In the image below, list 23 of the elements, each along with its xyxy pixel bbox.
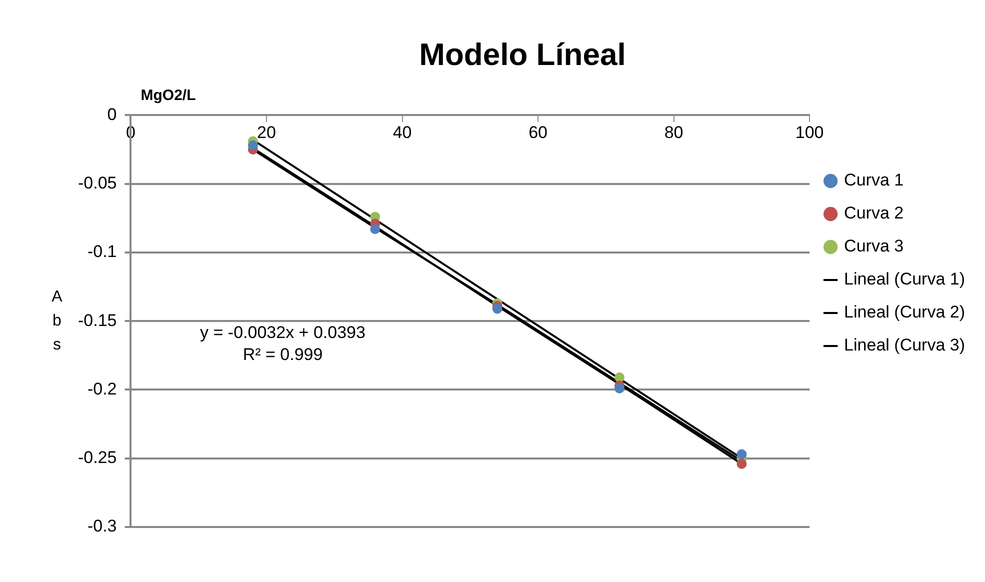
x-axis-title: MgO2/L: [140, 86, 196, 104]
legend-label: Curva 2: [844, 204, 904, 223]
x-tick-label: 80: [664, 123, 684, 142]
annotation: R² = 0.999: [242, 344, 323, 364]
annotation: y = -0.0032x + 0.0393: [200, 322, 366, 342]
x-tick-label: 60: [528, 123, 548, 142]
y-axis-title: Abs: [52, 288, 63, 354]
legend-label: Curva 3: [844, 236, 904, 256]
y-tick-label: -0.2: [87, 379, 117, 398]
y-tick-label: -0.1: [87, 242, 117, 262]
legend-label: Lineal (Curva 3): [844, 336, 966, 355]
y-tick-label: 0: [107, 104, 117, 124]
y-tick-label: -0.3: [87, 516, 117, 536]
legend-label: Lineal (Curva 1): [844, 270, 966, 289]
x-tick-label: 100: [795, 123, 824, 142]
x-tick-label: 20: [257, 123, 276, 142]
chart-title: Modelo Líneal: [419, 37, 626, 72]
x-tick-label: 40: [392, 123, 412, 142]
legend-label: Curva 1: [844, 170, 904, 190]
legend-label: Lineal (Curva 2): [844, 302, 966, 322]
y-tick-label: -0.05: [78, 174, 117, 193]
y-tick-label: -0.15: [78, 310, 117, 330]
y-tick-label: -0.25: [78, 448, 117, 468]
